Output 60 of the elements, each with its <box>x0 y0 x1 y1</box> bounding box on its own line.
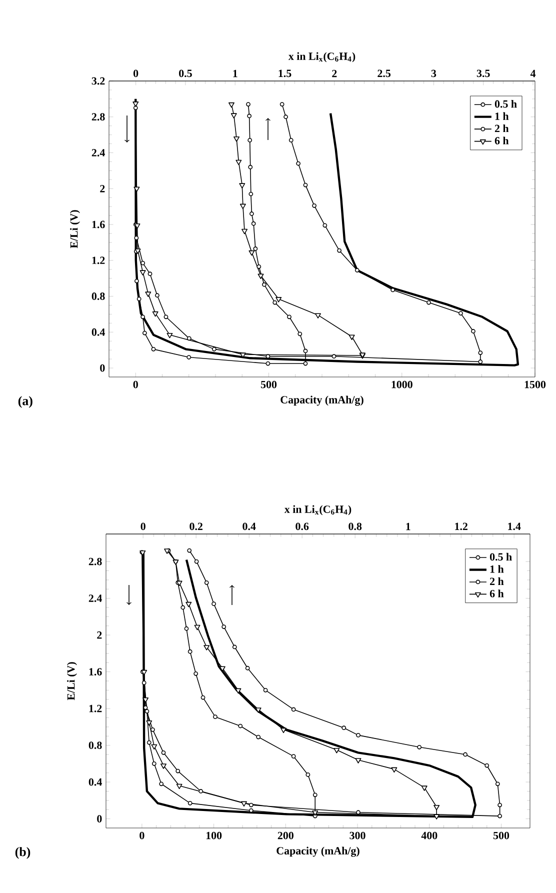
y-tick-label: 1.2 <box>92 256 105 264</box>
x2-axis-title: x in Li$_{x}$(C$_{6}$H$_{4}$) <box>288 52 356 62</box>
y-tick-label: 1.2 <box>89 704 102 712</box>
y-axis-title: E/Li (V) <box>67 662 77 700</box>
x-axis-title: Capacity (mAh/g) <box>276 846 360 857</box>
x2-tick-label: 1.5 <box>278 70 292 78</box>
x-tick-label: 100 <box>206 832 222 840</box>
x2-tick-label: 0.4 <box>242 522 256 530</box>
x2-tick-label: 0 <box>133 70 138 78</box>
x-tick-label: 500 <box>260 380 277 388</box>
x2-tick-label: 1 <box>233 70 238 78</box>
y-tick-label: 1.6 <box>92 220 105 228</box>
x2-tick-label: 2 <box>332 70 337 78</box>
x2-tick-label: 0.8 <box>348 522 362 530</box>
x-tick-label: 0 <box>133 380 138 388</box>
legend-label: 6 h <box>494 136 509 144</box>
y-tick-label: 0.4 <box>88 778 102 786</box>
y-tick-label: 3.2 <box>92 77 105 85</box>
text: (a) <box>18 396 32 408</box>
y-tick-label: 0.4 <box>92 328 105 336</box>
x2-tick-label: 3 <box>431 70 436 78</box>
x2-tick-label: 4 <box>530 70 536 78</box>
x-tick-label: 1500 <box>524 380 546 388</box>
y-tick-label: 2.4 <box>88 594 102 602</box>
y-tick-label: 2 <box>100 185 105 192</box>
x2-tick-label: 1 <box>406 522 410 530</box>
x2-tick-label: 1.4 <box>508 522 521 530</box>
y-tick-label: 0.8 <box>92 292 105 300</box>
y-tick-label: 0.8 <box>88 742 102 750</box>
legend-label: 1 h <box>490 565 504 573</box>
y-tick-label: 2.8 <box>88 558 102 566</box>
x-axis-title: Capacity (mAh/g) <box>280 396 364 406</box>
legend-label: 0.5 h <box>490 552 512 561</box>
legend-label: 0.5 h <box>494 100 517 108</box>
y-tick-label: 1.6 <box>89 668 102 676</box>
x2-tick-label: 0.5 <box>179 70 192 78</box>
x2-tick-label: 1.2 <box>455 522 468 530</box>
x-tick-label: 0 <box>140 832 144 840</box>
x-tick-label: 300 <box>350 832 366 840</box>
y-tick-label: 2 <box>97 631 102 639</box>
x-tick-label: 500 <box>493 832 510 840</box>
x2-axis-title: x in Li$_{x}$(C$_{6}$H$_{4}$) <box>284 505 352 516</box>
y-tick-label: 0 <box>97 815 102 823</box>
x2-tick-label: 2.5 <box>378 70 391 78</box>
legend-label: 2 h <box>490 577 504 585</box>
x2-tick-label: 0.6 <box>296 522 309 530</box>
legend-label: 6 h <box>490 590 504 598</box>
x-tick-label: 200 <box>278 832 294 840</box>
x2-tick-label: 0.2 <box>190 522 202 530</box>
y-axis-title: E/Li (V) <box>70 210 80 248</box>
legend-label: 1 h <box>495 112 509 120</box>
y-tick-label: 2.4 <box>92 149 105 156</box>
x-tick-label: 1000 <box>392 380 412 388</box>
legend-label: 2 h <box>494 124 509 132</box>
x2-tick-label: 0 <box>140 522 146 530</box>
x2-tick-label: 3.5 <box>476 70 490 78</box>
y-tick-label: 0 <box>100 364 105 372</box>
y-tick-label: 2.8 <box>92 113 105 121</box>
text: (b) <box>15 847 30 859</box>
x-tick-label: 400 <box>421 832 438 840</box>
